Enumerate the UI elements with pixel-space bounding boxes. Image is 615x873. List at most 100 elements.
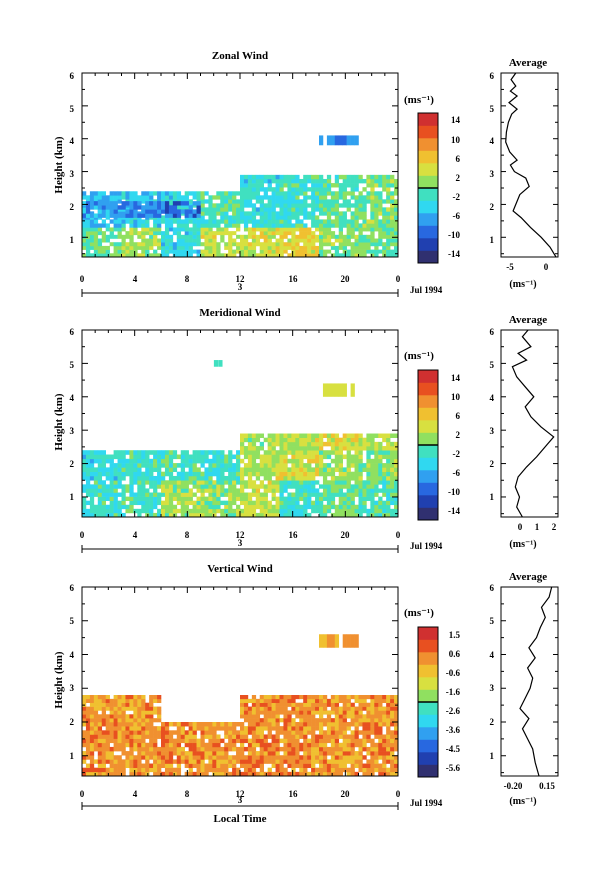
heatmap-cell xyxy=(263,738,268,744)
heatmap-cell xyxy=(315,706,320,711)
heatmap-cell xyxy=(113,738,118,744)
heatmap-cell xyxy=(89,245,95,250)
heatmap-cell xyxy=(378,211,383,216)
heatmap-cell xyxy=(303,187,308,192)
heatmap-cell xyxy=(204,450,209,455)
heatmap-cell xyxy=(247,203,253,208)
heatmap-cell xyxy=(326,467,332,472)
heatmap-cell xyxy=(319,634,324,648)
profile-frame xyxy=(500,329,559,518)
heatmap-cell xyxy=(172,504,178,510)
heatmap-cell xyxy=(212,203,217,208)
heatmap-cell xyxy=(299,471,304,477)
heatmap-cell xyxy=(319,219,324,224)
heatmap-cell xyxy=(342,191,347,196)
heatmap-cell xyxy=(315,702,320,707)
heatmap-cell xyxy=(311,191,316,196)
heatmap-cell xyxy=(299,245,304,250)
heatmap-cell xyxy=(82,718,87,723)
heatmap-cell xyxy=(291,223,296,228)
heatmap-cell xyxy=(121,767,126,773)
heatmap-cell xyxy=(279,763,284,768)
heatmap-cell xyxy=(330,730,336,735)
heatmap-cell xyxy=(232,253,237,258)
heatmap-cell xyxy=(240,203,245,208)
heatmap-cell xyxy=(176,726,182,731)
heatmap-cell xyxy=(157,238,162,243)
heatmap-cell xyxy=(366,219,371,224)
heatmap-cell xyxy=(378,771,383,777)
heatmap-cell xyxy=(283,203,288,208)
heatmap-cell xyxy=(251,242,257,247)
heatmap-cell xyxy=(291,726,296,731)
heatmap-cell xyxy=(200,734,205,739)
heatmap-cell xyxy=(342,738,347,744)
heatmap-cell xyxy=(105,205,110,210)
heatmap-cell xyxy=(382,253,387,258)
heatmap-cell xyxy=(164,234,170,239)
heatmap-cell xyxy=(125,249,130,254)
heatmap-cell xyxy=(82,512,87,518)
heatmap-cell xyxy=(232,738,237,744)
heatmap-cell xyxy=(101,450,106,455)
x-tick-label: 4 xyxy=(133,274,138,284)
heatmap-cell xyxy=(243,203,249,208)
heatmap-cell xyxy=(168,771,174,777)
heatmap-cell xyxy=(247,508,253,514)
heatmap-cell xyxy=(303,183,308,188)
heatmap-cell xyxy=(117,249,122,254)
heatmap-cell xyxy=(342,135,347,146)
heatmap-cell xyxy=(184,742,189,748)
heatmap-cell xyxy=(216,492,221,497)
heatmap-cell xyxy=(342,718,347,723)
heatmap-cell xyxy=(101,245,106,250)
heatmap-cell xyxy=(374,695,379,700)
heatmap-cell xyxy=(354,771,359,777)
y-tick-label: 6 xyxy=(70,327,75,337)
heatmap-cell xyxy=(386,187,391,192)
heatmap-cell xyxy=(168,238,174,243)
heatmap-cell xyxy=(82,730,87,735)
heatmap-cell xyxy=(172,467,178,472)
heatmap-cell xyxy=(137,496,142,501)
heatmap-cell xyxy=(311,730,316,735)
heatmap-cell xyxy=(291,492,296,497)
heatmap-cell xyxy=(224,223,229,228)
heatmap-cell xyxy=(113,500,118,506)
heatmap-cell xyxy=(240,710,245,715)
heatmap-cell xyxy=(243,467,249,472)
heatmap-cell xyxy=(157,730,162,735)
heatmap-cell xyxy=(350,223,355,228)
heatmap-cell xyxy=(89,734,95,739)
heatmap-cell xyxy=(303,726,308,731)
heatmap-cell xyxy=(303,231,308,236)
heatmap-cell xyxy=(240,199,245,204)
heatmap-cell xyxy=(326,463,332,468)
heatmap-cell xyxy=(82,245,87,250)
heatmap-cell xyxy=(330,755,336,760)
heatmap-cell xyxy=(129,238,134,243)
heatmap-cell xyxy=(311,471,316,477)
heatmap-cell xyxy=(374,484,379,489)
heatmap-cell xyxy=(342,695,347,700)
heatmap-cell xyxy=(247,215,253,220)
heatmap-cell xyxy=(275,231,280,236)
heatmap-cell xyxy=(255,191,261,196)
heatmap-cell xyxy=(153,227,158,232)
heatmap-cell xyxy=(378,710,383,715)
heatmap-cell xyxy=(133,706,138,711)
heatmap-cell xyxy=(125,467,130,472)
heatmap-cell xyxy=(208,231,213,236)
heatmap-cell xyxy=(196,205,201,210)
heatmap-cell xyxy=(259,718,264,723)
heatmap-cell xyxy=(350,738,355,744)
heatmap-cell xyxy=(354,433,359,438)
heatmap-cell xyxy=(247,484,253,489)
heatmap-cell xyxy=(164,734,170,739)
heatmap-cell xyxy=(315,480,320,485)
heatmap-cell xyxy=(334,450,340,455)
heatmap-cell xyxy=(164,227,170,232)
heatmap-cell xyxy=(236,207,241,212)
heatmap-cell xyxy=(259,742,264,748)
heatmap-cell xyxy=(303,174,308,180)
